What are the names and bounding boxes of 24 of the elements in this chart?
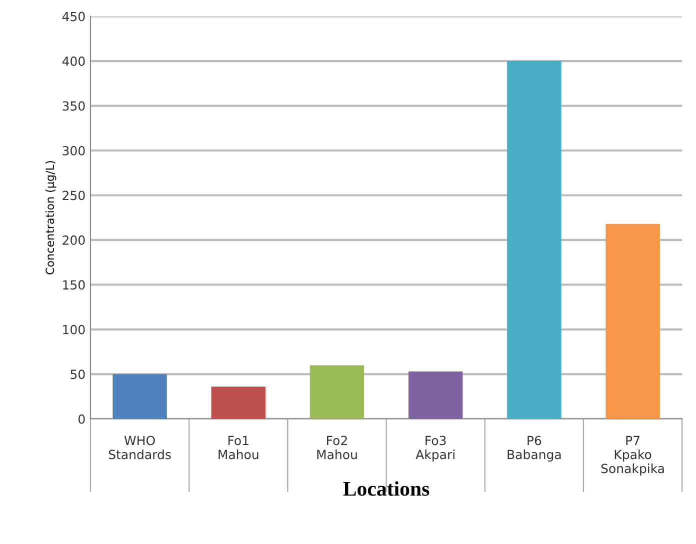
y-tick-label: 0 xyxy=(78,414,85,424)
bar xyxy=(507,61,562,419)
y-tick-label: 300 xyxy=(62,146,85,156)
y-tick-label: 100 xyxy=(63,324,85,334)
y-tick-label: 50 xyxy=(70,370,85,380)
bar xyxy=(112,374,167,419)
y-tick-label: 350 xyxy=(62,101,85,111)
x-tick-label: Fo1 Mahou xyxy=(218,436,258,460)
y-axis-title: Concentration (µg/L) xyxy=(45,161,56,274)
y-tick-label: 250 xyxy=(62,190,85,200)
x-tick-label: P6 Babanga xyxy=(508,436,561,462)
bar xyxy=(606,224,660,419)
x-tick-label: P7 Kpako Sonakpika xyxy=(601,436,664,476)
x-axis-title: Locations xyxy=(343,481,430,496)
y-tick-label: 150 xyxy=(63,280,85,290)
bar xyxy=(310,365,364,419)
y-tick-label: 200 xyxy=(62,235,85,245)
bar xyxy=(211,386,266,419)
bar xyxy=(408,371,463,419)
y-tick-label: 450 xyxy=(62,12,85,22)
y-tick-label: 400 xyxy=(62,56,85,66)
x-tick-label: WHO Standards xyxy=(108,436,171,460)
x-tick-label: Fo3 Akpari xyxy=(416,436,454,462)
x-tick-label: Fo2 Mahou xyxy=(317,436,357,460)
